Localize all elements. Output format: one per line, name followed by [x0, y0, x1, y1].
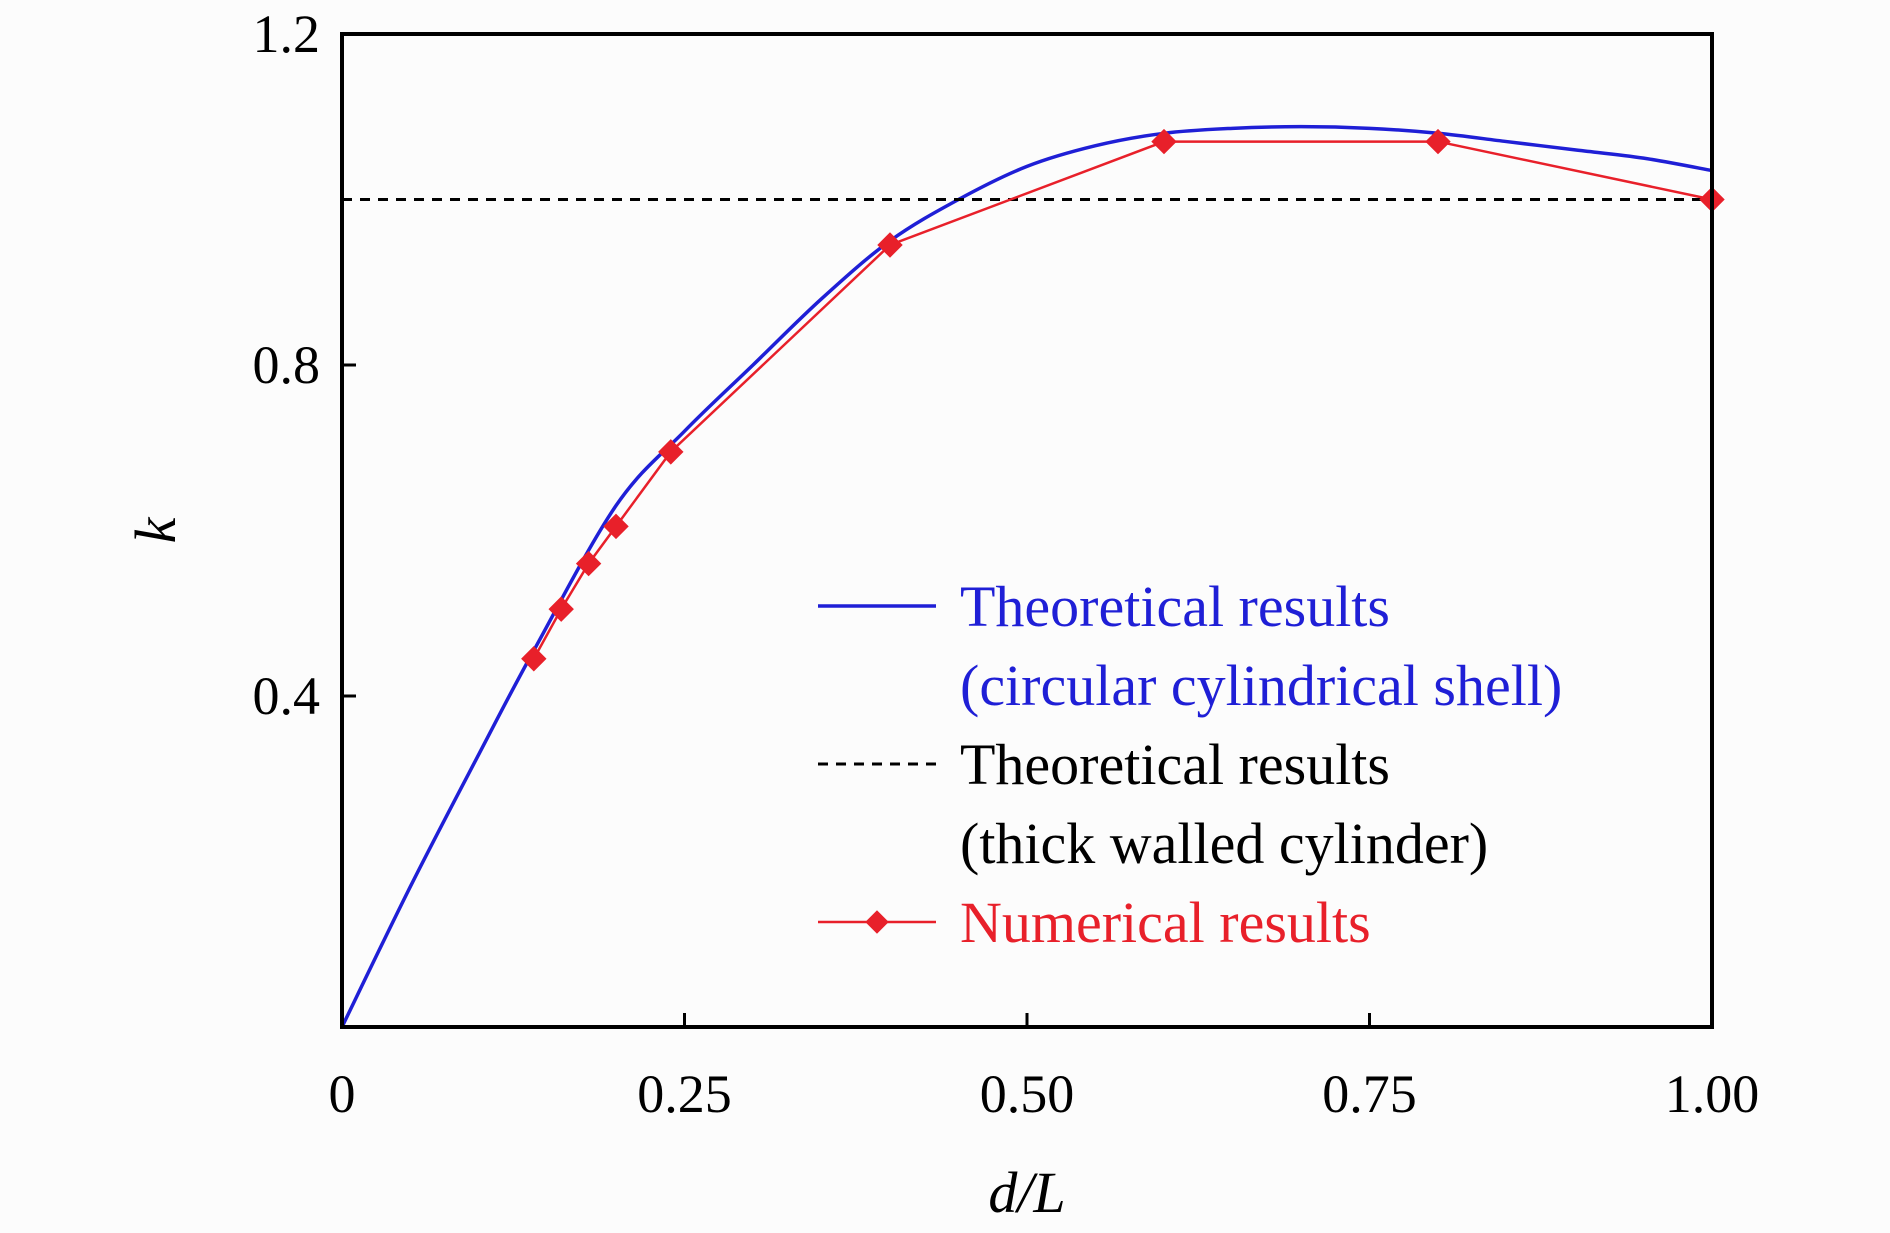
data-point	[1151, 128, 1177, 155]
x-tick-label: 0.50	[980, 1064, 1075, 1124]
series-3	[521, 128, 1725, 672]
series-layer	[340, 124, 1725, 1028]
legend: Theoretical results (circular cylindrical…	[818, 574, 1562, 955]
legend-label: Theoretical results	[960, 574, 1390, 639]
data-point	[548, 596, 574, 622]
data-point	[865, 910, 889, 934]
x-axis-title: d/L	[988, 1160, 1065, 1225]
x-tick-label: 0.75	[1322, 1064, 1417, 1124]
x-tick-label: 0	[329, 1064, 356, 1124]
legend-label: (thick walled cylinder)	[960, 811, 1488, 876]
data-point	[1425, 128, 1451, 155]
data-point	[575, 550, 602, 577]
y-tick-label: 1.2	[253, 4, 321, 64]
legend-label: Numerical results	[960, 890, 1371, 955]
x-tick-label: 0.25	[637, 1064, 732, 1124]
data-point	[877, 232, 903, 258]
data-point	[603, 513, 629, 540]
y-tick-label: 0.8	[253, 335, 321, 395]
x-tick-label: 1.00	[1665, 1064, 1760, 1124]
data-point	[521, 646, 547, 672]
ticks-layer: 0 0.25 0.50 0.75 1.00 0.4 0.8 1.2	[253, 4, 1760, 1124]
legend-entry-3: Numerical results	[818, 890, 1371, 955]
legend-label: (circular cylindrical shell)	[960, 653, 1562, 718]
legend-label: Theoretical results	[960, 732, 1390, 797]
series-1	[340, 124, 1713, 1028]
series-line	[340, 124, 1713, 1028]
data-point	[658, 439, 684, 465]
y-tick-label: 0.4	[253, 666, 321, 726]
y-axis-title: k	[123, 516, 188, 543]
plot-frame	[340, 32, 1714, 1029]
legend-entry-2: Theoretical results (thick walled cylinde…	[818, 732, 1488, 876]
legend-entry-1: Theoretical results (circular cylindrical…	[818, 574, 1562, 718]
